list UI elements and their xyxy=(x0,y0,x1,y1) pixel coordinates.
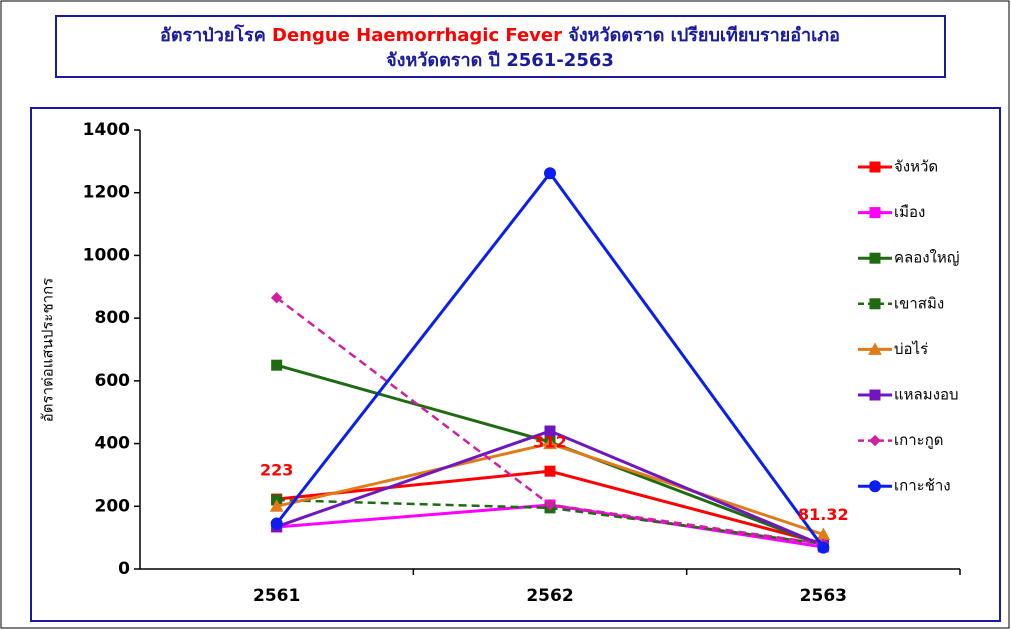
legend-marker xyxy=(869,161,881,173)
legend-label: บ่อไร่ xyxy=(894,340,928,358)
plot-box xyxy=(30,107,1001,622)
data-label: 81.32 xyxy=(798,505,849,524)
y-tick-label: 1400 xyxy=(83,120,130,140)
x-tick-label: 2561 xyxy=(253,586,300,606)
y-tick-label: 0 xyxy=(118,559,130,579)
legend-label: จังหวัด xyxy=(894,158,938,176)
legend-marker xyxy=(868,342,882,355)
title-part: อัตราป่วยโรค xyxy=(160,24,272,46)
legend-label: เมือง xyxy=(894,203,925,221)
point xyxy=(543,436,557,450)
point xyxy=(544,499,556,511)
data-label: 223 xyxy=(260,461,293,480)
legend-label: เกาะกูด xyxy=(894,431,944,449)
legend-label: เขาสมิง xyxy=(894,294,944,312)
chart-title: จังหวัดตราด ปี 2561-2563 xyxy=(386,50,614,71)
point xyxy=(817,541,830,554)
legend-label: เกาะช้าง xyxy=(894,477,951,495)
x-tick-label: 2562 xyxy=(526,586,573,606)
title-part: จังหวัดตราด เปรียบเทียบรายอำเภอ xyxy=(562,25,840,46)
legend-marker xyxy=(869,298,881,310)
data-label: 312 xyxy=(533,433,566,452)
point xyxy=(544,167,556,180)
y-tick-label: 400 xyxy=(95,434,131,454)
y-tick-label: 200 xyxy=(95,496,131,516)
y-tick-label: 800 xyxy=(95,308,131,328)
point xyxy=(270,292,283,304)
legend-label: แหลมงอบ xyxy=(894,386,959,404)
title-part: จังหวัดตราด ปี 2561-2563 xyxy=(386,50,614,71)
point xyxy=(544,425,556,437)
x-tick-label: 2563 xyxy=(800,586,847,606)
y-tick-label: 600 xyxy=(95,371,131,391)
title-box xyxy=(55,15,946,78)
y-tick-label: 1200 xyxy=(83,183,130,203)
legend-marker xyxy=(869,389,881,401)
legend-marker xyxy=(869,207,881,219)
chart-title: อัตราป่วยโรค Dengue Haemorrhagic Fever จ… xyxy=(160,24,840,46)
legend-marker xyxy=(869,252,881,264)
legend-label: คลองใหญ่ xyxy=(894,249,960,267)
point xyxy=(271,359,283,371)
legend-marker xyxy=(869,480,881,493)
title-part: Dengue Haemorrhagic Fever xyxy=(272,25,562,46)
y-tick-label: 1000 xyxy=(83,245,130,265)
point xyxy=(270,517,283,530)
point xyxy=(269,499,284,512)
legend-marker xyxy=(869,434,881,447)
point xyxy=(544,465,556,477)
y-axis-label: อัตราต่อแสนประชากร xyxy=(39,278,57,422)
